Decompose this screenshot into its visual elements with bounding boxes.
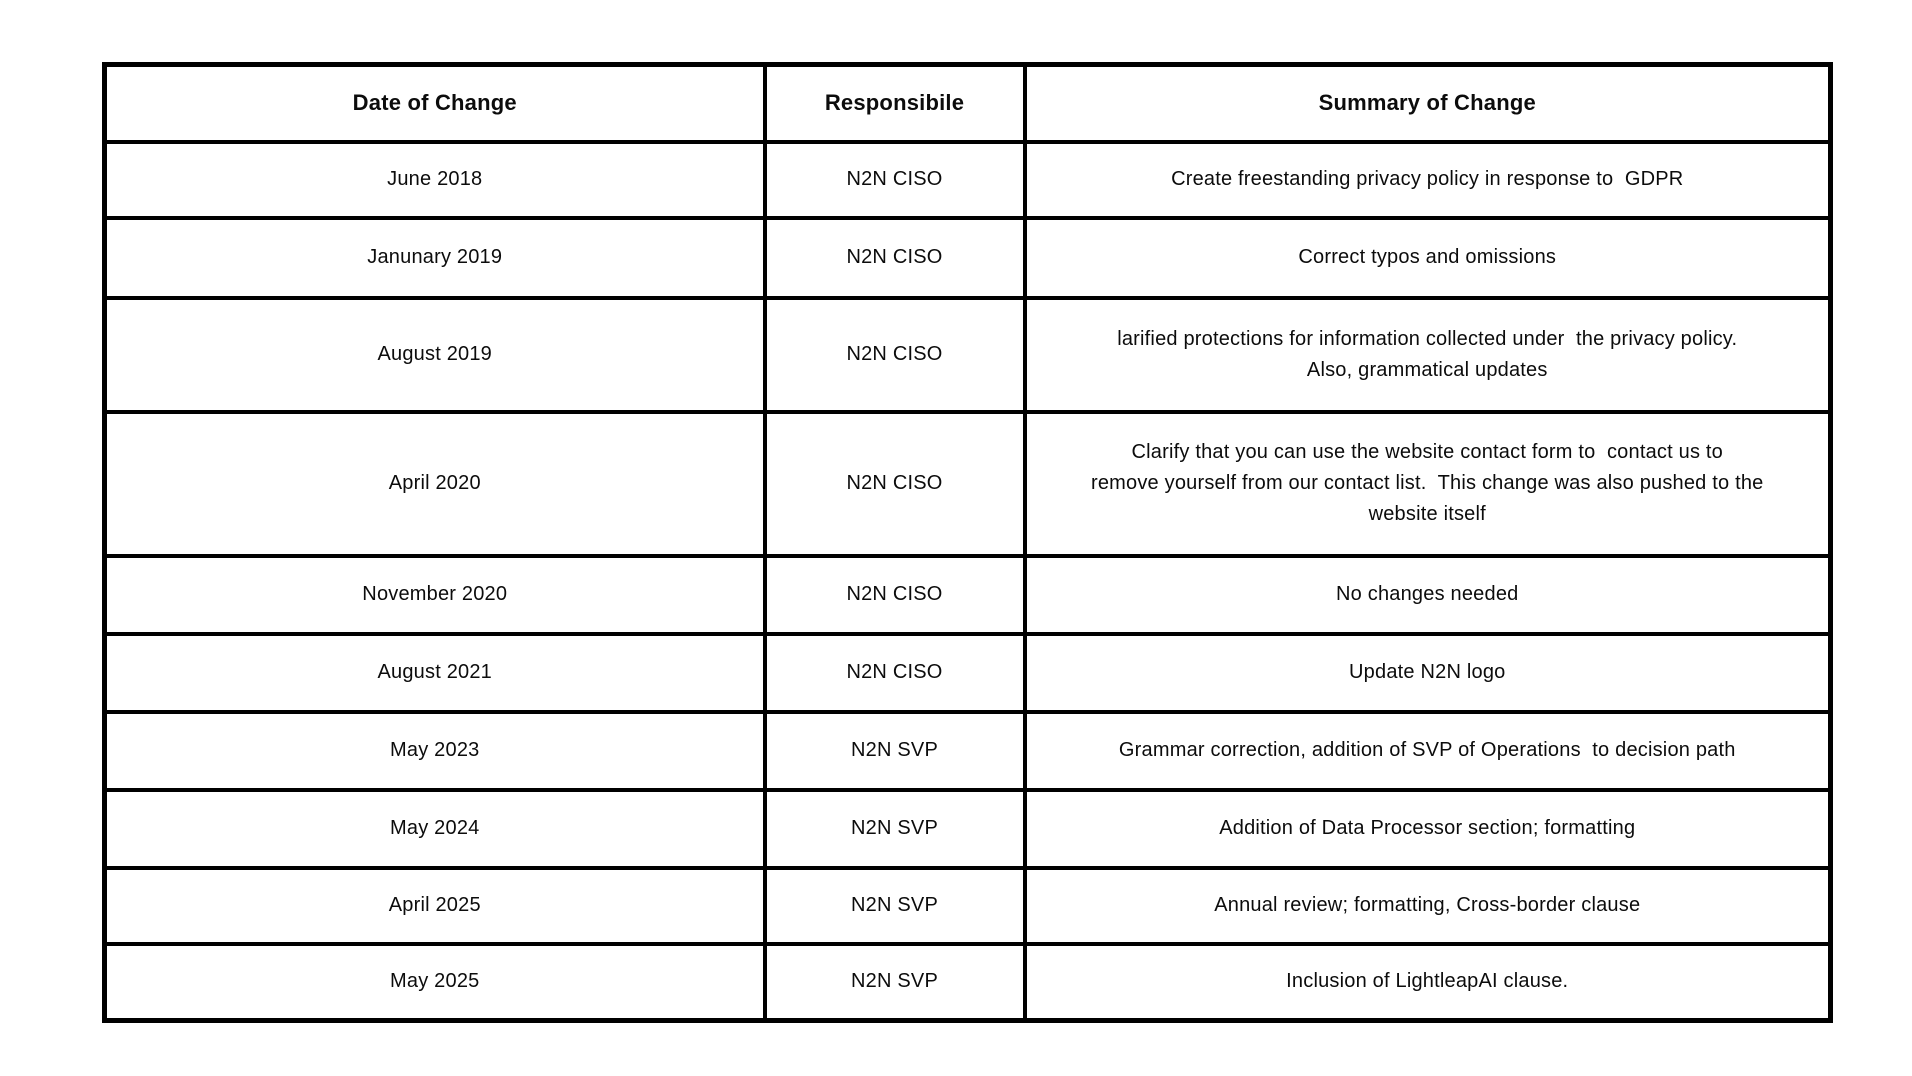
summary-cell: Inclusion of LightleapAI clause. xyxy=(1022,941,1833,1023)
table-row: May 2023 N2N SVP Grammar correction, add… xyxy=(102,709,1833,792)
table-row: May 2025 N2N SVP Inclusion of LightleapA… xyxy=(102,941,1833,1023)
date-cell: August 2019 xyxy=(102,295,767,414)
responsible-cell: N2N CISO xyxy=(762,295,1027,414)
date-cell: June 2018 xyxy=(102,139,767,220)
column-header-date-of-change: Date of Change xyxy=(102,62,767,144)
summary-cell: Update N2N logo xyxy=(1022,631,1833,714)
responsible-cell: N2N CISO xyxy=(762,215,1027,300)
summary-cell: Correct typos and omissions xyxy=(1022,215,1833,300)
table-row: November 2020 N2N CISO No changes needed xyxy=(102,553,1833,636)
date-cell: May 2024 xyxy=(102,787,767,870)
table-row: June 2018 N2N CISO Create freestanding p… xyxy=(102,139,1833,220)
table-row: April 2025 N2N SVP Annual review; format… xyxy=(102,865,1833,946)
responsible-cell: N2N CISO xyxy=(762,631,1027,714)
responsible-cell: N2N SVP xyxy=(762,865,1027,946)
table-row: August 2019 N2N CISO larified protection… xyxy=(102,295,1833,414)
header-row: Date of Change Responsibile Summary of C… xyxy=(102,62,1833,144)
table-row: Janunary 2019 N2N CISO Correct typos and… xyxy=(102,215,1833,300)
date-cell: August 2021 xyxy=(102,631,767,714)
table-row: August 2021 N2N CISO Update N2N logo xyxy=(102,631,1833,714)
date-cell: Janunary 2019 xyxy=(102,215,767,300)
summary-cell: Create freestanding privacy policy in re… xyxy=(1022,139,1833,220)
date-cell: November 2020 xyxy=(102,553,767,636)
date-cell: April 2020 xyxy=(102,409,767,558)
responsible-cell: N2N SVP xyxy=(762,709,1027,792)
summary-cell: No changes needed xyxy=(1022,553,1833,636)
column-header-summary-of-change: Summary of Change xyxy=(1022,62,1833,144)
summary-cell: Grammar correction, addition of SVP of O… xyxy=(1022,709,1833,792)
responsible-cell: N2N SVP xyxy=(762,787,1027,870)
summary-cell: Clarify that you can use the website con… xyxy=(1022,409,1833,558)
table-row: May 2024 N2N SVP Addition of Data Proces… xyxy=(102,787,1833,870)
date-cell: May 2025 xyxy=(102,941,767,1023)
responsible-cell: N2N CISO xyxy=(762,553,1027,636)
column-header-responsible: Responsibile xyxy=(762,62,1027,144)
summary-cell: larified protections for information col… xyxy=(1022,295,1833,414)
date-cell: April 2025 xyxy=(102,865,767,946)
table-row: April 2020 N2N CISO Clarify that you can… xyxy=(102,409,1833,558)
responsible-cell: N2N CISO xyxy=(762,139,1027,220)
responsible-cell: N2N SVP xyxy=(762,941,1027,1023)
summary-cell: Annual review; formatting, Cross-border … xyxy=(1022,865,1833,946)
revision-history-table: Date of Change Responsibile Summary of C… xyxy=(102,62,1833,1023)
date-cell: May 2023 xyxy=(102,709,767,792)
summary-cell: Addition of Data Processor section; form… xyxy=(1022,787,1833,870)
responsible-cell: N2N CISO xyxy=(762,409,1027,558)
